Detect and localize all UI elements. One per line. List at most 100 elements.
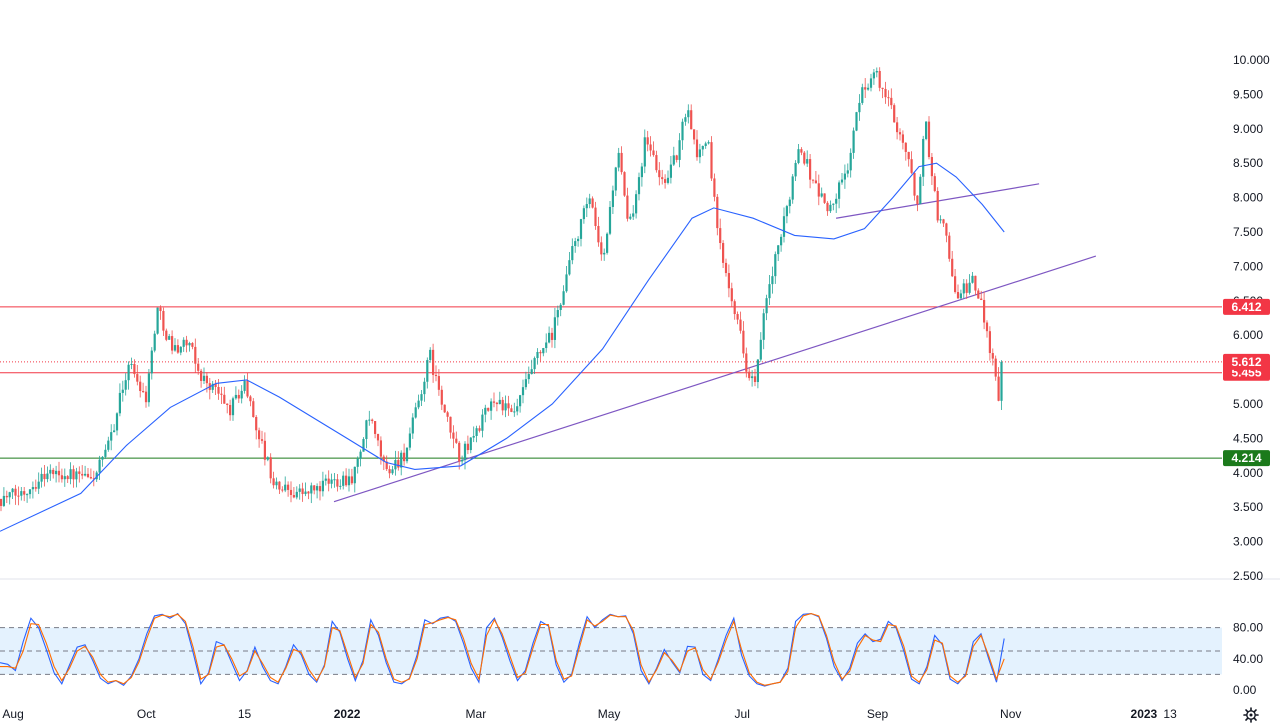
candle — [133, 359, 136, 378]
time-tick-label: Oct — [137, 707, 156, 721]
price-tick-label: 2.500 — [1233, 569, 1263, 583]
candle — [649, 136, 652, 157]
candle — [684, 113, 687, 126]
candle — [620, 146, 623, 175]
stochastic-tick-label: 40.00 — [1233, 652, 1263, 666]
candle — [820, 187, 823, 198]
candle — [391, 465, 394, 475]
candle — [23, 487, 26, 502]
candle — [577, 236, 580, 247]
candle — [617, 147, 620, 172]
candle — [559, 302, 562, 317]
candle — [400, 450, 403, 476]
settings-icon[interactable] — [1243, 707, 1259, 723]
candle — [72, 465, 75, 488]
candle — [211, 380, 214, 393]
candle — [176, 339, 179, 354]
candle — [153, 330, 156, 353]
candle — [223, 386, 226, 404]
candle — [20, 487, 23, 501]
candle — [519, 394, 522, 413]
candle — [748, 367, 751, 381]
candle — [243, 375, 246, 394]
candle — [162, 307, 165, 336]
candle — [46, 466, 49, 483]
candle — [49, 464, 52, 481]
candle — [487, 407, 490, 412]
candle — [147, 369, 150, 407]
candle — [458, 440, 461, 470]
candle — [281, 486, 284, 493]
candle — [608, 200, 612, 236]
candle — [5, 490, 8, 504]
candle — [582, 205, 585, 224]
candle — [403, 443, 406, 466]
candle — [110, 424, 113, 451]
candle — [313, 484, 316, 495]
candle — [591, 196, 594, 209]
candle — [695, 130, 699, 161]
moving-average-line[interactable] — [0, 162, 1005, 532]
level-badge-0[interactable]: 6.412 — [1223, 298, 1270, 315]
level-badge-2[interactable]: 4.214 — [1223, 450, 1270, 467]
candle — [466, 435, 469, 455]
candle — [785, 204, 788, 224]
candle — [287, 481, 290, 497]
candle — [304, 482, 307, 497]
candle — [437, 369, 440, 396]
candle — [255, 415, 258, 440]
candle — [565, 266, 568, 293]
candle — [980, 290, 983, 301]
candle — [817, 174, 820, 206]
candle — [362, 437, 365, 452]
candle — [1000, 360, 1003, 411]
candle — [385, 455, 388, 471]
candle — [533, 356, 536, 375]
candle — [504, 395, 507, 418]
price-tick-label: 7.000 — [1233, 259, 1263, 273]
candle — [434, 365, 438, 382]
price-tick-label: 10.000 — [1233, 53, 1270, 67]
candle — [234, 386, 237, 400]
candle — [524, 371, 527, 390]
candle — [205, 371, 208, 393]
candle — [2, 487, 5, 508]
candle — [333, 472, 336, 488]
candle — [811, 179, 815, 184]
candle — [382, 454, 385, 471]
candle — [913, 171, 916, 201]
time-tick-label: Nov — [1000, 707, 1021, 721]
candle — [666, 170, 670, 185]
candle — [336, 473, 339, 492]
trendline-0[interactable] — [333, 255, 1097, 503]
stochastic-line-0[interactable] — [0, 612, 1005, 687]
stochastic-tick-label: 80.00 — [1233, 621, 1263, 635]
candle — [118, 383, 121, 417]
last-price-badge[interactable]: 5.612 — [1223, 353, 1270, 370]
stochastic-line-1[interactable] — [0, 613, 1005, 686]
candle — [220, 386, 223, 404]
candle — [272, 471, 275, 489]
candle — [89, 468, 92, 480]
candle — [258, 427, 261, 448]
candle — [492, 392, 496, 408]
candle — [690, 104, 693, 130]
candle — [513, 402, 516, 417]
candle — [217, 378, 220, 400]
candle — [263, 432, 266, 466]
candle — [472, 426, 475, 443]
candle — [52, 467, 55, 479]
candle — [269, 453, 272, 484]
candle — [17, 486, 20, 506]
candle — [664, 174, 667, 189]
candle — [701, 145, 704, 156]
candle — [974, 275, 977, 296]
candle — [945, 222, 948, 243]
candle — [826, 201, 829, 216]
candle — [861, 83, 864, 105]
candle — [14, 484, 17, 505]
candle — [307, 491, 310, 500]
candle — [452, 425, 455, 449]
candle — [275, 477, 278, 490]
